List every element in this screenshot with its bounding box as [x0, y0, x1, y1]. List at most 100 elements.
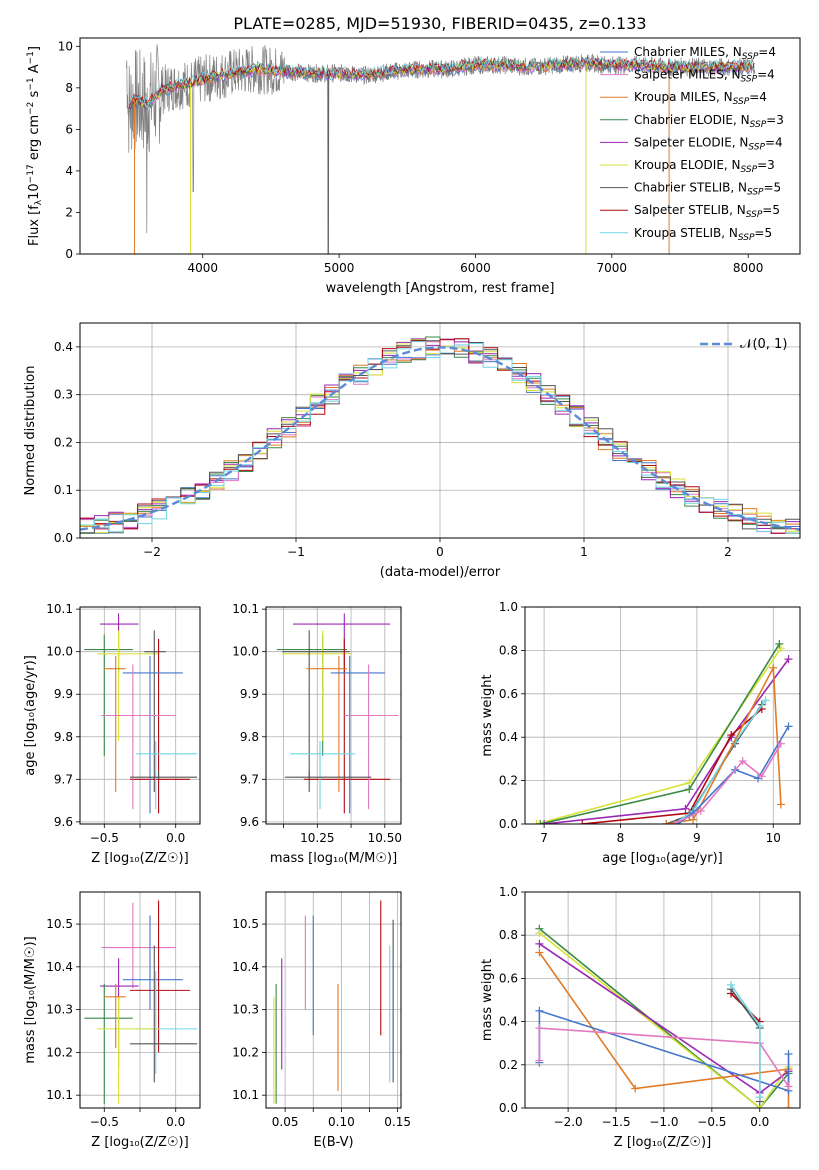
y-axis-label: mass [log₁₀(M/M☉)]	[23, 936, 38, 1063]
y-label-part: λ	[34, 199, 44, 205]
x-axis-label: wavelength [Angstrom, rest frame]	[326, 281, 555, 296]
legend-entry: Salpeter STELIB, NSSP=5	[634, 203, 780, 220]
legend-tail: =3	[757, 158, 775, 172]
x-tick-label: 10.50	[368, 831, 402, 845]
x-tick-label: 4000	[187, 261, 218, 275]
legend-tail: =4	[765, 135, 783, 149]
y-tick-label: 10.1	[46, 1088, 73, 1102]
y-tick-label: 10.2	[46, 1045, 73, 1059]
axes-frame	[524, 891, 801, 1109]
legend-label: Chabrier MILES, N	[634, 45, 742, 59]
y-tick-label: 9.7	[54, 772, 73, 786]
legend-entry: Kroupa STELIB, NSSP=5	[634, 226, 772, 243]
x-tick-label: 7	[540, 831, 548, 845]
x-axis-label: (data-model)/error	[380, 565, 501, 580]
legend-label: Salpeter MILES, N	[634, 68, 741, 82]
legend-tail: =5	[754, 226, 772, 240]
x-axis-label: Z [log₁₀(Z/Z☉)]	[91, 851, 188, 866]
series-line	[673, 699, 767, 824]
y-tick-label: 9.8	[240, 730, 259, 744]
y-label-part: s	[27, 90, 42, 101]
y-tick-label: 1.0	[499, 885, 518, 899]
y-tick-label: 10.3	[46, 1003, 73, 1017]
y-axis-label: mass weight	[480, 674, 495, 756]
y-tick-label: 10.5	[46, 917, 73, 931]
y-tick-label: 0.8	[499, 643, 518, 657]
x-tick-label: −1.5	[601, 1115, 630, 1129]
legend-entry: Kroupa MILES, NSSP=4	[634, 90, 767, 107]
y-tick-label: 0.0	[54, 531, 73, 545]
legend-entry: Chabrier ELODIE, NSSP=3	[634, 113, 784, 130]
series-line	[538, 1027, 790, 1087]
axes-frame	[79, 891, 201, 1109]
y-tick-label: 4	[65, 164, 73, 178]
x-tick-label: 5000	[324, 261, 355, 275]
y-tick-label: 10.4	[46, 960, 73, 974]
y-tick-label: 0.4	[499, 1015, 518, 1029]
y-tick-label: 9.6	[240, 815, 259, 829]
plot-area	[535, 924, 793, 1108]
legend-entry: Chabrier STELIB, NSSP=5	[634, 181, 781, 198]
y-tick-label: 10.5	[232, 917, 259, 931]
legend-entry: Chabrier MILES, NSSP=4	[634, 45, 776, 62]
x-tick-label: 0.0	[750, 1115, 769, 1129]
axes-frame	[265, 891, 402, 1109]
y-tick-label: 9.7	[240, 772, 259, 786]
legend-tail: =5	[764, 181, 782, 195]
y-label-part: −1	[26, 51, 36, 64]
legend-sub: SSP	[738, 233, 755, 243]
x-tick-label: 1	[580, 545, 588, 559]
series-line	[538, 932, 790, 1108]
y-label-part: erg cm	[27, 115, 42, 164]
y-tick-label: 10.1	[46, 602, 73, 616]
legend-sub: SSP	[733, 97, 750, 107]
y-axis-label: Normed distribution	[23, 366, 38, 496]
x-tick-label: 0.0	[166, 1115, 185, 1129]
x-tick-label: 0.10	[328, 1115, 355, 1129]
y-tick-label: 10.3	[232, 1003, 259, 1017]
y-axis-label: age [log₁₀(age/yr)]	[23, 655, 38, 776]
panel-mass_vs_Z: −0.5 0.0 10.1 10.2 10.3 10.4 10.5 Z [log₁₀(Z/Z☉…	[23, 891, 201, 1150]
x-tick-label: 0.05	[272, 1115, 299, 1129]
y-tick-label: 0.6	[499, 687, 518, 701]
x-axis-label: Z [log₁₀(Z/Z☉)]	[91, 1135, 188, 1150]
x-tick-label: −0.5	[90, 831, 119, 845]
y-label-part: −1	[26, 77, 36, 90]
series-line	[536, 647, 782, 824]
figure-title: PLATE=0285, MJD=51930, FIBERID=0435, z=0…	[233, 14, 646, 33]
panel-age_vs_mass: 10.25 10.50 9.6 9.7 9.8 9.9 10.0 10.1 mass [log₁…	[232, 602, 402, 866]
legend-entry: Salpeter MILES, NSSP=4	[634, 68, 775, 85]
legend-sub: SSP	[748, 142, 765, 152]
series-line	[582, 708, 763, 824]
axes-frame	[79, 322, 801, 539]
plot-area	[126, 44, 756, 254]
legend-sub: SSP	[747, 188, 764, 198]
panel-mass_weight_vs_Z: −2.0 −1.5 −1.0 −0.5 0.0 0.0 0.2 0.4 0.6 0.8 1.0 Z […	[480, 885, 801, 1150]
plot-area	[80, 336, 800, 534]
panel-mass_weight_vs_age: 7 8 9 10 0.0 0.2 0.4 0.6 0.8 1.0 age [log₁₀(age/yr…	[480, 600, 801, 866]
legend-label: Kroupa STELIB, N	[634, 226, 738, 240]
y-axis-label: mass weight	[480, 959, 495, 1041]
legend-tail: =5	[762, 203, 780, 217]
y-label-part: A	[27, 64, 42, 77]
y-tick-label: 0.4	[54, 340, 73, 354]
plot-area	[532, 639, 793, 824]
histogram-salpeter_stelib	[80, 338, 800, 534]
legend-label: Salpeter STELIB, N	[634, 203, 746, 217]
y-tick-label: 0.1	[54, 483, 73, 497]
x-tick-label: 0	[436, 545, 444, 559]
y-tick-label: 10.1	[232, 1088, 259, 1102]
panel-residuals: −2 −1 0 1 2 0.0 0.1 0.2 0.3 0.4 (data-model)/error…	[23, 322, 801, 580]
y-tick-label: 10.4	[232, 960, 259, 974]
legend-label: Kroupa MILES, N	[634, 90, 733, 104]
x-tick-label: 8	[617, 831, 625, 845]
x-tick-label: 7000	[597, 261, 628, 275]
panel-mass_vs_ebv: 0.05 0.10 0.15 10.1 10.2 10.3 10.4 10.5 E(B-V)	[232, 891, 411, 1150]
y-tick-label: 0.6	[499, 971, 518, 985]
series-line	[666, 664, 782, 824]
y-tick-label: 0.3	[54, 388, 73, 402]
y-tick-label: 2	[65, 205, 73, 219]
x-tick-label: −2	[143, 545, 161, 559]
x-tick-label: 10.25	[300, 831, 334, 845]
x-tick-label: 6000	[460, 261, 491, 275]
